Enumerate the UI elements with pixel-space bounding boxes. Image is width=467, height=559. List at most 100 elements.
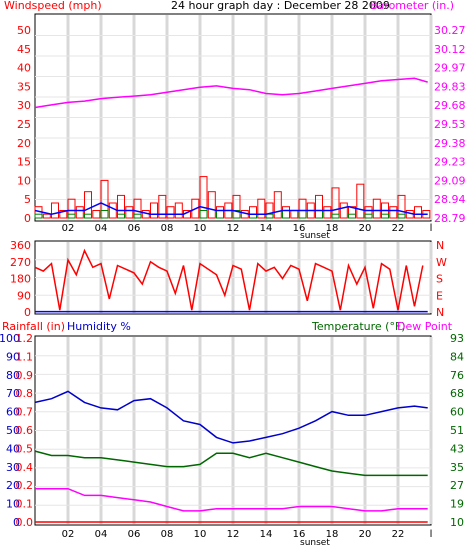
y-tick-label: 0 [24,212,31,225]
y-tick-label: 51 [450,424,464,437]
y-tick-label: 35 [450,461,464,474]
y-tick-label: 1.2 [16,332,34,345]
y-tick-label: 20 [17,137,31,150]
humidity-grid [35,337,433,524]
dewpoint-line [35,487,428,512]
x-tick-label: 12 [227,223,240,234]
humidity-label: Humidity % [67,320,131,333]
y-tick-label: 0.9 [16,369,34,382]
windspeed-bar [356,183,365,219]
wind-average-bar [34,213,43,219]
y-tick-label: 27 [450,479,464,492]
y-tick-label: 60 [450,406,464,419]
y-tick-label: 20 [6,479,20,492]
y-tick-label: 60 [6,406,20,419]
x-tick-label: 20 [359,223,372,234]
x-tick-label: 14 [260,223,273,234]
x-tick-label: 18 [326,529,339,540]
windspeed-bar [75,206,84,219]
dewpoint-label: Dew Point [397,320,453,333]
humidity-line [34,390,428,444]
y-tick-label: 30 [17,99,31,112]
y-tick-label: 0.8 [16,387,34,400]
windspeed-bar [191,198,200,219]
windspeed-bar [166,206,175,219]
wind-average-bar [84,213,92,219]
y-tick-label: S [436,273,443,286]
x-tick-label: 12 [227,529,240,540]
y-tick-label: 30.27 [434,24,466,37]
x-tick-label: 14 [260,529,273,540]
y-tick-label: 180 [10,273,31,286]
y-tick-label: 25 [17,118,31,131]
windspeed-bar [257,198,266,219]
wind-direction-line [34,248,424,311]
y-tick-label: 360 [10,239,31,252]
x-tick-label: 08 [161,223,174,234]
x-tick-label: 10 [194,223,207,234]
windspeed-bar [323,206,332,219]
y-tick-label: 35 [17,80,31,93]
wind-average-bar [381,213,389,219]
rainfall-label: Rainfall (in) [2,320,65,333]
y-tick-label: 270 [10,256,31,269]
y-tick-label: 10 [6,498,20,511]
windspeed-bar [372,198,381,219]
humidity-sunset-marker: sunset [300,538,330,548]
windspeed-bar [51,202,59,219]
wind-x-axis-ticks: 02 04 06 08 10 12 14 16 18 20 22 l [62,223,433,234]
barometer-line [34,77,428,109]
y-tick-label: 10 [17,174,31,187]
x-tick-label: 18 [326,223,339,234]
temperature-line [34,450,428,477]
y-tick-label: 50 [17,24,31,37]
y-tick-label: 30.12 [434,43,466,56]
y-tick-label: 28.79 [434,212,466,225]
y-tick-label: 80 [6,369,20,382]
y-tick-label: N [436,239,444,252]
y-tick-label: 0.6 [16,424,34,437]
wind-sunset-marker: sunset [300,231,330,241]
y-tick-label: 10 [450,516,464,529]
windspeed-bar [273,191,282,219]
y-tick-label: 0.0 [16,516,34,529]
windspeed-bar [339,202,348,219]
y-tick-label: 76 [450,369,464,382]
y-tick-label: 70 [6,387,20,400]
y-tick-label: 0.7 [16,406,34,419]
y-tick-label: 0.1 [16,498,34,511]
x-tick-label: 02 [62,223,75,234]
wind-barometer-panel: Windspeed (mph) 24 hour graph day : Dece… [4,0,466,241]
y-tick-label: 43 [450,442,464,455]
y-tick-label: 100 [0,332,20,345]
x-tick-label: 04 [95,223,108,234]
y-tick-label: 1.1 [16,350,34,363]
y-tick-label: 0 [13,516,20,529]
y-tick-label: 29.83 [434,80,466,93]
y-tick-label: 0.2 [16,479,34,492]
wind-average-bar [117,213,125,219]
x-tick-label: 10 [194,529,207,540]
wind-y-axis-ticks: 0 5 10 15 20 25 30 35 40 45 50 [17,24,31,225]
y-tick-label: 29.38 [434,137,466,150]
direction-grid [35,242,433,313]
wind-average-bar [364,213,373,219]
direction-y-axis-ticks: 0 90 180 270 360 [10,239,31,319]
y-tick-label: 15 [17,156,31,169]
barometer-y-axis-ticks: 28.79 28.94 29.09 29.23 29.38 29.53 29.68 29.83… [434,24,466,225]
x-tick-label: 02 [62,529,75,540]
graph-title: 24 hour graph day : December 28 2009 [171,0,390,12]
humidity-lines [34,390,428,523]
x-tick-label: 06 [128,529,141,540]
y-tick-label: 40 [6,442,20,455]
wind-average-bar [199,210,208,219]
direction-lines [34,248,428,313]
windspeed-bar [389,206,398,219]
y-tick-label: 90 [6,350,20,363]
y-tick-label: 29.09 [434,174,466,187]
x-tick-label: 22 [392,223,405,234]
wind-average-bar [348,213,356,219]
